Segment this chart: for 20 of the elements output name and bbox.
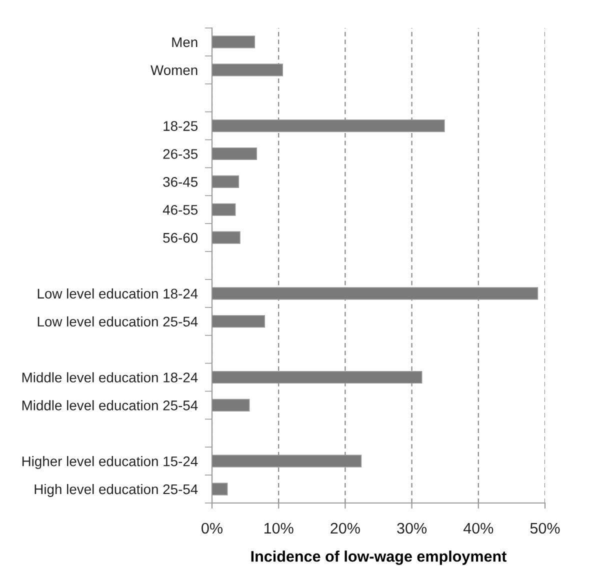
y-tick-label: Middle level education 18-24 (22, 372, 198, 382)
y-tick-label: Low level education 25-54 (38, 316, 198, 327)
y-tick-label: Higher level education 15-24 (22, 456, 198, 470)
x-tick-label: 0% (202, 522, 222, 534)
y-tick-label: 26-35 (163, 149, 198, 159)
x-tick-label: 30% (397, 522, 427, 534)
x-tick-label: 40% (463, 522, 494, 534)
y-tick-label: 18-25 (164, 121, 198, 131)
x-tick-label: 20% (330, 522, 360, 534)
y-tick-label: Men (172, 37, 198, 48)
x-tick-label: 50% (530, 522, 560, 534)
y-tick-label: Women (150, 65, 198, 76)
x-tick-label: 10% (264, 522, 294, 534)
y-tick-label: 56-60 (163, 232, 198, 243)
y-tick-label: Middle level education 25-54 (22, 400, 198, 410)
y-tick-label: 36-45 (163, 177, 198, 187)
x-axis-title: Incidence of low-wage employment (251, 550, 507, 565)
y-tick-label: High level education 25-54 (34, 484, 198, 497)
y-tick-label: Low level education 18-24 (38, 288, 198, 299)
y-tick-label: 46-55 (162, 204, 198, 215)
